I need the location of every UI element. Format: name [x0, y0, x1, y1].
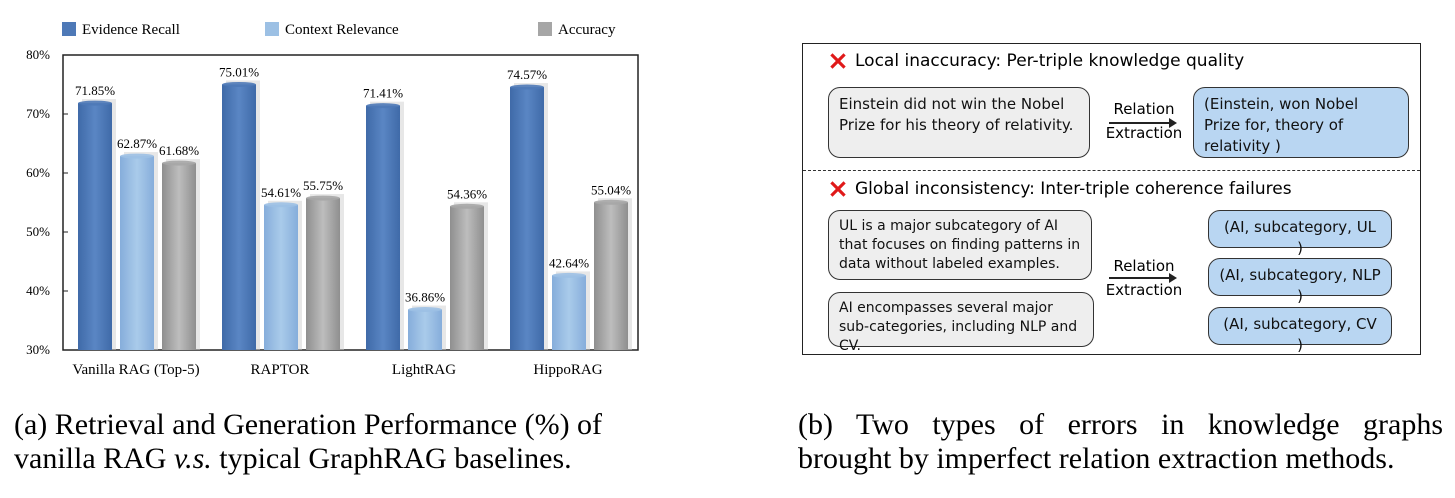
bar	[552, 275, 586, 350]
local-inaccuracy-title: Local inaccuracy: Per-triple knowledge q…	[827, 50, 1244, 72]
data-label: 75.01%	[219, 64, 259, 79]
global-sentence-bubble-1: UL is a major subcategory of AI that foc…	[828, 210, 1092, 280]
global-triple-bubble: (AI, subcategory, CV )	[1208, 307, 1392, 354]
local-triple-bubble: (Einstein, won Nobel Prize for, theory o…	[1193, 87, 1409, 158]
bar-top	[78, 100, 112, 106]
bars: 71.85% 62.87% 61.68% 75.01% 54.61% 55.75% 71.4…	[75, 64, 632, 351]
data-label: 71.85%	[75, 83, 115, 98]
bar	[306, 198, 340, 350]
x-tick-label: Vanilla RAG (Top-5)	[72, 362, 199, 378]
bar-top	[594, 199, 628, 205]
y-tick-label: 30%	[26, 342, 50, 357]
y-tick-label: 40%	[26, 283, 50, 298]
chart-legend: Evidence Recall Context Relevance Accuracy	[62, 22, 616, 38]
caption-a-line2: vanilla RAG v.s. typical GraphRAG baseli…	[14, 442, 572, 475]
bar	[450, 206, 484, 350]
global-inconsistency-title: Global inconsistency: Inter-triple coher…	[827, 178, 1292, 200]
caption-a: (a) Retrieval and Generation Performance…	[14, 408, 694, 476]
legend-swatch	[62, 22, 76, 36]
global-relation-label: Relation Extraction	[1105, 257, 1183, 299]
legend-label: Evidence Recall	[82, 22, 180, 38]
caption-b: (b) Two types of errors in knowledge gra…	[798, 408, 1443, 476]
caption-a-line1: (a) Retrieval and Generation Performance…	[14, 408, 603, 441]
data-label: 61.68%	[159, 143, 199, 158]
y-tick-label: 50%	[26, 224, 50, 239]
legend-label: Context Relevance	[285, 22, 399, 38]
data-label: 55.75%	[303, 178, 343, 193]
legend-swatch	[265, 22, 279, 36]
x-tick-label: RAPTOR	[251, 362, 310, 378]
bar-top	[264, 202, 298, 208]
bar	[594, 202, 628, 350]
bar-top	[366, 103, 400, 109]
section-divider	[803, 170, 1420, 171]
local-relation-label: Relation Extraction	[1105, 100, 1183, 142]
bar	[78, 103, 112, 351]
data-label: 74.57%	[507, 67, 547, 82]
bar-chart: Evidence Recall Context Relevance Accuracy…	[26, 22, 639, 378]
data-label: 71.41%	[363, 86, 403, 101]
data-label: 36.86%	[405, 290, 445, 305]
local-sentence-bubble: Einstein did not win the Nobel Prize for…	[828, 87, 1090, 158]
y-tick-label: 80%	[26, 47, 50, 62]
x-tick-label: HippoRAG	[533, 362, 602, 378]
global-triple-bubble: (AI, subcategory, UL )	[1208, 210, 1392, 257]
data-label: 55.04%	[591, 182, 631, 197]
bar	[366, 105, 400, 350]
bar-top	[510, 84, 544, 90]
y-axis: 30% 40% 50% 60% 70% 80%	[26, 47, 68, 357]
red-x-icon	[830, 53, 846, 69]
bar	[510, 87, 544, 351]
bar-top	[120, 153, 154, 159]
global-arrow-icon	[1109, 273, 1177, 283]
global-triple-bubble: (AI, subcategory, NLP )	[1208, 258, 1392, 305]
bar-top	[450, 203, 484, 209]
y-tick-label: 70%	[26, 106, 50, 121]
data-label: 54.61%	[261, 185, 301, 200]
error-types-panel: Local inaccuracy: Per-triple knowledge q…	[802, 43, 1421, 355]
data-label: 54.36%	[447, 186, 487, 201]
bar-top	[222, 81, 256, 87]
local-arrow-icon	[1109, 118, 1177, 128]
bar-top	[408, 307, 442, 313]
bar-top	[162, 160, 196, 166]
x-tick-label: LightRAG	[392, 362, 456, 378]
bar-top	[306, 195, 340, 201]
legend-swatch	[538, 22, 552, 36]
global-sentence-bubble-2: AI encompasses several major sub-categor…	[828, 292, 1094, 354]
bar-top	[552, 272, 586, 278]
bar	[264, 204, 298, 350]
legend-label: Accuracy	[558, 22, 616, 38]
y-tick-label: 60%	[26, 165, 50, 180]
bar	[408, 309, 442, 350]
bar	[222, 84, 256, 350]
x-axis: Vanilla RAG (Top-5) RAPTOR LightRAG HippoRA…	[72, 362, 602, 378]
plot-frame	[62, 54, 639, 351]
caption-b-line2: brought by imperfect relation extraction…	[798, 442, 1395, 475]
bar	[120, 156, 154, 350]
bar	[162, 163, 196, 350]
caption-b-line1: (b) Two types of errors in knowledge gra…	[798, 408, 1443, 441]
data-label: 62.87%	[117, 136, 157, 151]
red-x-icon	[830, 181, 846, 197]
data-label: 42.64%	[549, 255, 589, 270]
